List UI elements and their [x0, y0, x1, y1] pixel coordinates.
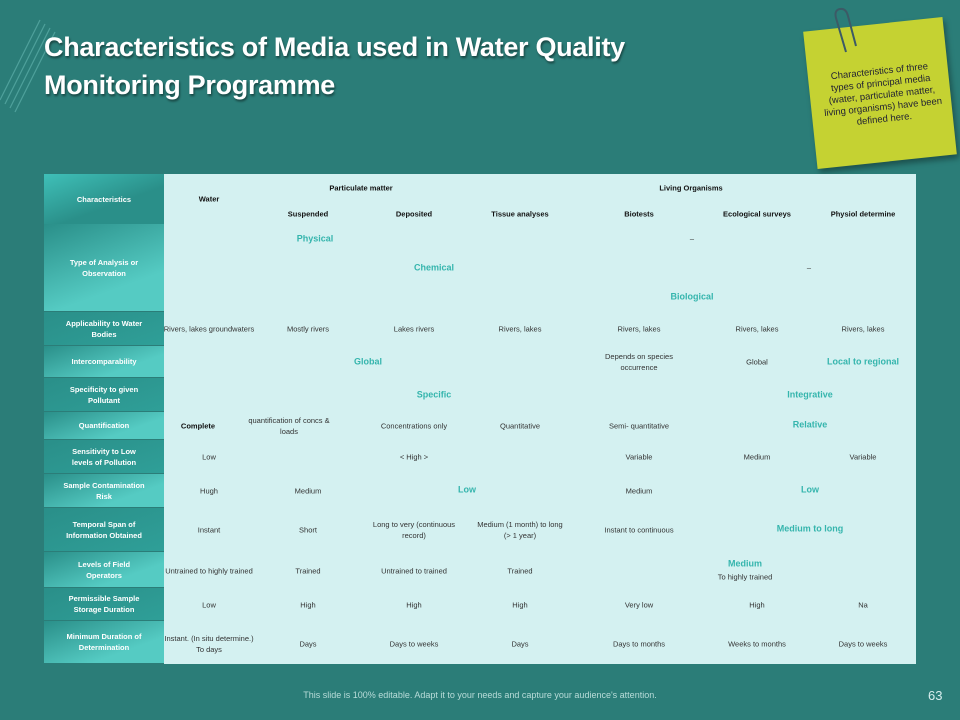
table-cell: High: [406, 600, 422, 610]
table-cell: Medium: [743, 452, 771, 462]
table-cell: Days to months: [612, 639, 666, 649]
table-cell: –: [806, 263, 812, 273]
table-cell: Mostly rivers: [286, 324, 330, 334]
table-cell: Instant to continuous: [604, 525, 674, 535]
paperclip: [834, 7, 857, 53]
table-cell: Rivers, lakes: [841, 324, 885, 334]
row-label: Intercomparability: [44, 346, 164, 377]
header-cell: Deposited: [395, 209, 433, 219]
table-cell: Long to very (continuous record): [372, 520, 456, 540]
table-cell: Na: [858, 600, 868, 610]
row-label: Minimum Duration of Determination: [44, 621, 164, 663]
header-cell: Biotests: [624, 209, 654, 219]
table-cell: Medium: [625, 486, 653, 496]
table-cell: Biological: [670, 291, 714, 302]
row-label: Sample Contamination Risk: [44, 474, 164, 507]
table-cell: Trained: [295, 566, 321, 576]
table-cell: Days: [511, 639, 529, 649]
header-group: Living Organisms: [659, 183, 723, 193]
table-cell: Medium: [727, 558, 762, 569]
table-cell: Medium (1 month) to long (> 1 year): [477, 520, 563, 540]
row-label: Sensitivity to Low levels of Pollution: [44, 440, 164, 473]
row-label: Type of Analysis or Observation: [44, 224, 164, 311]
table-cell: Untrained to trained: [381, 566, 447, 576]
row-label: Quantification: [44, 412, 164, 439]
table-cell: Trained: [507, 566, 533, 576]
table-cell: Integrative: [787, 389, 833, 400]
table-cell: High: [300, 600, 316, 610]
header-cell: Tissue analyses: [491, 209, 549, 219]
table-cell: Chemical: [413, 262, 455, 273]
table-cell: Short: [299, 525, 317, 535]
table-cell: < High >: [399, 452, 429, 462]
table-cell: –: [689, 234, 695, 244]
header-cell: Ecological surveys: [723, 209, 791, 219]
table-cell: Rivers, lakes groundwaters: [163, 324, 255, 334]
table-cell: Variable: [625, 452, 653, 462]
row-label: Levels of Field Operators: [44, 552, 164, 587]
row-label: Temporal Span of Information Obtained: [44, 508, 164, 551]
table-cell: Days to weeks: [389, 639, 439, 649]
table-cell: Rivers, lakes: [735, 324, 779, 334]
table-cell: Low: [458, 484, 476, 495]
table-cell: Depends on species occurrence: [605, 352, 673, 372]
row-label: Permissible Sample Storage Duration: [44, 588, 164, 620]
table-cell: Semi- quantitative: [608, 421, 670, 431]
row-label: Specificity to given Pollutant: [44, 378, 164, 411]
table-cell: Rivers, lakes: [617, 324, 661, 334]
table-cell: Low: [202, 452, 216, 462]
table-cell: Days to weeks: [838, 639, 888, 649]
table-body: [164, 174, 916, 664]
table-cell: Local to regional: [826, 356, 899, 367]
row-label: Applicability to Water Bodies: [44, 312, 164, 345]
header-group: Particulate matter: [329, 183, 393, 193]
table-cell: Quantitative: [499, 421, 541, 431]
table-cell: Instant. (In situ determine.) To days: [164, 634, 254, 654]
table-cell: Weeks to months: [728, 639, 786, 649]
table-cell: Days: [299, 639, 317, 649]
table-cell: Hugh: [200, 486, 218, 496]
header-cell: Suspended: [287, 209, 329, 219]
table-cell: Low: [202, 600, 216, 610]
table-cell: Physical: [296, 233, 334, 244]
footer: This slide is 100% editable. Adapt it to…: [303, 690, 657, 700]
table-cell: Low: [801, 484, 819, 495]
table-cell: Global: [746, 357, 768, 367]
table-cell: Medium: [294, 486, 322, 496]
decor-stripes: [0, 19, 56, 113]
table-cell: quantification of concs & loads: [248, 416, 330, 436]
header-band: Characteristics: [44, 174, 164, 224]
table-cell: Medium to long: [776, 523, 844, 534]
table-cell: Complete: [180, 421, 216, 431]
page-number: 63: [928, 688, 943, 703]
table-cell: Variable: [849, 452, 877, 462]
slide-title: Characteristics of Media used in Water Q…: [44, 32, 625, 100]
table-cell: Untrained to highly trained: [165, 566, 253, 576]
table-cell: High: [512, 600, 528, 610]
table-cell: Global: [353, 356, 382, 367]
table-cell: Rivers, lakes: [498, 324, 542, 334]
table-cell: Lakes rivers: [393, 324, 435, 334]
note-text: Characteristics of three types of princi…: [823, 61, 943, 128]
table-cell: Very low: [624, 600, 654, 610]
table-cell: Relative: [792, 419, 828, 430]
table-cell: Instant: [197, 525, 221, 535]
table-cell: High: [749, 600, 765, 610]
table-cell: Specific: [416, 389, 452, 400]
header-cell: Water: [198, 194, 220, 204]
header-cell: Physiol determine: [830, 209, 896, 219]
table-cell: Concentrations only: [380, 421, 448, 431]
table-cell: To highly trained: [717, 572, 773, 582]
